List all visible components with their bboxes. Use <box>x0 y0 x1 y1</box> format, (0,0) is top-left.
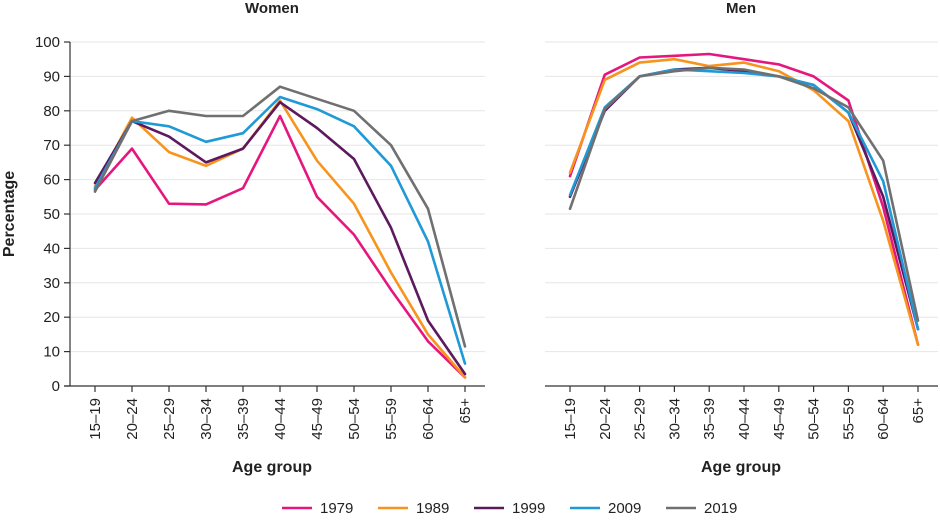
series-line-1999 <box>93 100 467 376</box>
x-tick-label: 35–39 <box>235 398 252 440</box>
chart-legend: 1979 1989 1999 2009 2019 <box>282 500 737 517</box>
x-tick-label: 45–49 <box>771 398 788 440</box>
panel-title: Men <box>726 0 756 17</box>
panel-title: Women <box>245 0 299 17</box>
x-tick-label: 65+ <box>910 398 927 424</box>
series-line-2009 <box>568 68 920 331</box>
y-tick-label: 10 <box>43 344 60 361</box>
series-line-2019 <box>93 85 467 348</box>
x-tick-label: 40–44 <box>736 398 753 440</box>
men-panel: Men 15–19 20–24 25–29 30–34 35–39 40–44 45–49 50… <box>545 0 938 476</box>
series-line-1979 <box>568 52 920 347</box>
x-tick-label: 55–59 <box>383 398 400 440</box>
x-tick-label: 20–24 <box>124 398 141 440</box>
x-tick-label: 20–24 <box>597 398 614 440</box>
x-tick-label: 25–29 <box>161 398 178 440</box>
x-tick-label: 60–64 <box>420 398 437 440</box>
y-tick-label: 30 <box>43 275 60 292</box>
x-axis-label: Age group <box>232 459 312 476</box>
x-axis-label: Age group <box>701 459 781 476</box>
y-tick-label: 50 <box>43 206 60 223</box>
legend-label: 1979 <box>320 500 353 517</box>
x-tick-label: 15–19 <box>562 398 579 440</box>
y-tick-label: 100 <box>35 34 60 51</box>
x-tick-label: 65+ <box>457 398 474 424</box>
y-tick-label: 90 <box>43 68 60 85</box>
x-tick-label: 30–34 <box>666 398 683 440</box>
x-tick-label: 25–29 <box>632 398 649 440</box>
women-panel: Women 0 10 20 30 40 50 60 70 80 90 100 15–19 20–24 25–… <box>1 0 485 476</box>
y-axis-label: Percentage <box>1 171 18 257</box>
x-tick-label: 55–59 <box>840 398 857 440</box>
series-line-2009 <box>93 95 467 365</box>
x-tick-label: 50–54 <box>806 398 823 440</box>
x-tick-label: 50–54 <box>346 398 363 440</box>
legend-label: 1999 <box>512 500 545 517</box>
x-tick-label: 35–39 <box>701 398 718 440</box>
x-tick-label: 40–44 <box>272 398 289 440</box>
y-tick-label: 80 <box>43 103 60 120</box>
y-tick-label: 60 <box>43 172 60 189</box>
series-line-1989 <box>93 99 467 379</box>
x-tick-label: 45–49 <box>309 398 326 440</box>
x-tick-label: 60–64 <box>875 398 892 440</box>
x-tick-label: 15–19 <box>87 398 104 440</box>
series-line-1989 <box>568 57 920 347</box>
legend-label: 2019 <box>704 500 737 517</box>
series-line-1979 <box>93 114 467 379</box>
y-tick-label: 0 <box>52 378 60 395</box>
series-line-2019 <box>568 66 920 322</box>
x-tick-label: 30–34 <box>198 398 215 440</box>
y-tick-label: 20 <box>43 309 60 326</box>
y-tick-label: 70 <box>43 137 60 154</box>
legend-label: 2009 <box>608 500 641 517</box>
series-line-1999 <box>568 66 920 331</box>
legend-label: 1989 <box>416 500 449 517</box>
y-tick-label: 40 <box>43 240 60 257</box>
